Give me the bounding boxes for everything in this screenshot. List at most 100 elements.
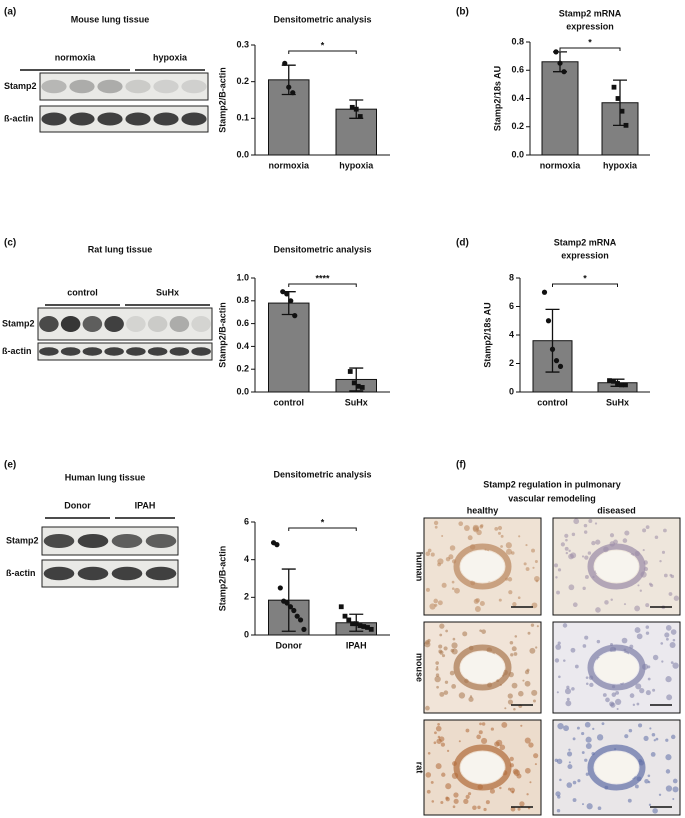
tissue-cell [570, 647, 576, 653]
blot-band [39, 316, 59, 332]
tissue-cell [433, 598, 439, 604]
y-tick-label: 4 [244, 554, 249, 564]
tissue-cell [584, 555, 589, 560]
tissue-cell [532, 566, 535, 569]
tissue-cell [426, 789, 431, 794]
tissue-cell [661, 550, 666, 554]
tissue-cell [601, 722, 605, 726]
blot-band [147, 316, 168, 332]
data-point [347, 369, 353, 374]
tissue-cell [451, 642, 458, 649]
tissue-cell [622, 538, 628, 543]
y-tick-label: 0.2 [236, 364, 249, 374]
tissue-cell [524, 669, 530, 675]
tissue-cell [531, 548, 535, 553]
tissue-cell [571, 532, 576, 537]
panel-label: (e) [4, 460, 16, 471]
tissue-cell [535, 646, 538, 649]
tissue-cell [653, 739, 656, 742]
tissue-cell [458, 521, 464, 527]
blot-strip [37, 342, 213, 361]
tissue-cell [448, 554, 454, 560]
blot-band [43, 566, 75, 581]
data-point [355, 383, 361, 389]
tissue-cell [672, 778, 678, 784]
tissue-cell [479, 525, 483, 529]
tissue-cell [634, 605, 641, 612]
vessel-wall [453, 543, 512, 590]
tissue-cell [636, 702, 640, 706]
tissue-cell [635, 683, 642, 690]
tissue-cell [452, 805, 456, 809]
data-point [623, 382, 628, 388]
tissue-cell [672, 786, 679, 793]
tissue-cell [478, 730, 483, 735]
blot-row-label: Stamp2 [2, 318, 35, 328]
data-point [277, 585, 283, 591]
tissue-cell [665, 785, 673, 792]
tissue-cell [572, 737, 576, 741]
tissue-cell [436, 665, 439, 669]
tissue-cell [664, 632, 670, 638]
tissue-cell [645, 625, 650, 629]
y-axis-label: Stamp2/B-actin [217, 67, 227, 133]
tissue-cell [519, 801, 525, 807]
tissue-cell [645, 525, 650, 529]
y-tick-label: 0.0 [236, 386, 249, 396]
data-point [353, 106, 359, 112]
data-point [557, 363, 564, 369]
tissue-cell [557, 795, 561, 799]
tissue-cell [481, 722, 486, 726]
tissue-cell [554, 658, 560, 663]
tissue-cell [584, 635, 589, 640]
tissue-cell [476, 734, 481, 740]
y-tick-label: 6 [509, 301, 514, 311]
tissue-cell [427, 548, 432, 553]
data-point [353, 621, 359, 627]
blot-band [104, 316, 124, 332]
tissue-cell [437, 723, 440, 726]
tissue-cell [479, 722, 482, 726]
tissue-cell [434, 731, 437, 735]
y-tick-label: 0.6 [236, 318, 249, 328]
y-tick-label: 0.0 [236, 149, 249, 159]
tissue-cell [581, 751, 585, 754]
tissue-cell [555, 791, 561, 797]
blot-row-label: Stamp2 [4, 81, 37, 91]
tissue-cell [564, 688, 572, 695]
significance-bracket [559, 47, 621, 51]
tissue-cell [611, 692, 617, 697]
chart-title: Stamp2 mRNA [559, 8, 622, 18]
y-axis-label: Stamp2/18s AU [482, 302, 492, 367]
tissue-cell [589, 682, 594, 688]
blot-row-label: Stamp2 [6, 535, 39, 545]
tissue-cell [564, 546, 569, 551]
blot-band [69, 112, 95, 126]
tissue-cell [621, 637, 628, 644]
vessel-lumen [594, 751, 639, 784]
data-point [301, 626, 307, 632]
blot-band [181, 112, 207, 126]
tissue-cell [458, 692, 466, 699]
panel-label: (d) [456, 238, 469, 249]
y-tick-label: 0.3 [236, 39, 249, 49]
vessel-lumen [460, 651, 505, 684]
tissue-cell [479, 629, 482, 632]
data-point [288, 298, 294, 304]
tissue-cell [652, 688, 656, 692]
tissue-cell [467, 535, 473, 541]
tissue-cell [563, 725, 570, 732]
tissue-cell [592, 727, 595, 731]
blot-band [60, 347, 81, 356]
tissue-cell [610, 598, 613, 602]
tissue-cell [525, 567, 530, 571]
tissue-cell [528, 742, 534, 748]
group-label: SuHx [156, 287, 179, 297]
group-label: control [67, 287, 98, 297]
data-point [291, 607, 297, 614]
histology-title: vascular remodeling [508, 493, 596, 503]
data-point [290, 90, 296, 96]
blot-band [111, 566, 143, 581]
column-label: diseased [597, 505, 636, 515]
